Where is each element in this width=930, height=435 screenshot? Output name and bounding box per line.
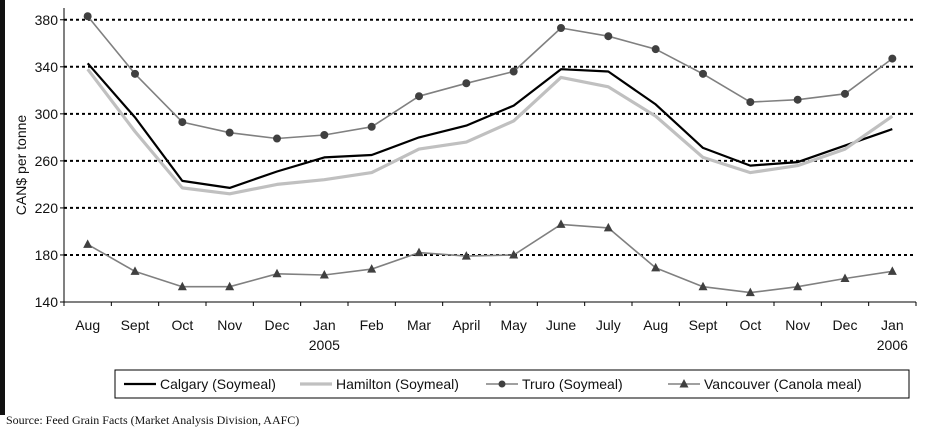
- data-point: [462, 79, 471, 88]
- data-point: [83, 12, 92, 21]
- data-point: [793, 95, 802, 104]
- series-0: [86, 62, 893, 189]
- data-point: [130, 266, 140, 275]
- left-border-bar: [0, 0, 5, 415]
- data-point: [367, 122, 376, 131]
- data-point: [699, 69, 707, 78]
- legend: Calgary (Soymeal) Hamilton (Soymeal) Truro…: [114, 369, 910, 399]
- data-point: [415, 92, 423, 101]
- x-tick-label: Mar: [407, 317, 431, 333]
- x-tick-label: Nov: [785, 317, 810, 333]
- y-tick-label: 380: [35, 12, 59, 28]
- data-point: [509, 249, 519, 259]
- data-point: [651, 262, 661, 272]
- y-tick-label: 180: [35, 247, 59, 263]
- x-year-label: 2005: [309, 337, 340, 353]
- y-tick-label: 260: [35, 153, 59, 169]
- data-point: [651, 45, 660, 54]
- y-axis-label: CAN$ per tonne: [13, 115, 29, 216]
- data-point: [698, 281, 708, 291]
- x-tick-label: Feb: [360, 317, 384, 333]
- y-tick-label: 140: [35, 294, 59, 310]
- data-point: [888, 54, 897, 63]
- axes: [60, 8, 917, 306]
- x-tick-label: Oct: [739, 317, 761, 333]
- data-point: [745, 287, 755, 297]
- data-point: [178, 118, 187, 127]
- legend-label: Hamilton (Soymeal): [336, 376, 459, 392]
- series-line: [86, 68, 894, 196]
- x-tick-label: Jan: [881, 317, 904, 333]
- data-point: [273, 134, 281, 143]
- data-point: [603, 222, 613, 232]
- legend-marker-3: [679, 379, 689, 388]
- series-2: [83, 12, 897, 143]
- x-tick-label: Aug: [643, 317, 668, 333]
- data-point: [604, 32, 613, 41]
- data-point: [746, 98, 755, 107]
- series-line: [86, 62, 893, 189]
- x-tick-label: Dec: [833, 317, 858, 333]
- legend-label: Truro (Soymeal): [522, 376, 623, 392]
- data-point: [793, 281, 803, 291]
- series-line: [87, 15, 893, 140]
- data-point: [887, 266, 897, 275]
- x-tick-label: Jan: [313, 317, 336, 333]
- series-3: [83, 219, 897, 297]
- tick-labels: 140 180 220 260 300 340 380 Aug Sept Oct Nov Dec Jan…: [35, 12, 908, 353]
- x-tick-label: Sept: [121, 317, 150, 333]
- y-tick-label: 300: [35, 106, 59, 122]
- data-point: [272, 268, 282, 278]
- x-tick-label: Dec: [265, 317, 290, 333]
- data-point: [414, 247, 424, 257]
- data-point: [557, 23, 565, 32]
- x-tick-label: Sept: [689, 317, 718, 333]
- series-layer: [83, 12, 897, 297]
- data-point: [367, 264, 377, 273]
- x-tick-label: June: [546, 317, 577, 333]
- x-tick-label: Nov: [217, 317, 242, 333]
- y-tick-label: 220: [35, 200, 59, 216]
- data-point: [840, 273, 850, 282]
- legend-label: Calgary (Soymeal): [160, 376, 276, 392]
- data-point: [556, 219, 566, 228]
- data-point: [83, 239, 93, 248]
- source-note: Source: Feed Grain Facts (Market Analysi…: [6, 413, 300, 427]
- legend-label: Vancouver (Canola meal): [704, 376, 862, 392]
- series-1: [86, 68, 894, 196]
- data-point: [225, 128, 234, 137]
- x-year-label: 2006: [877, 337, 908, 353]
- line-chart: 140 180 220 260 300 340 380 Aug Sept Oct Nov Dec Jan…: [13, 8, 917, 399]
- data-point: [320, 131, 329, 140]
- series-line: [87, 223, 893, 294]
- x-tick-label: May: [500, 317, 526, 333]
- x-tick-label: July: [596, 317, 621, 333]
- x-tick-label: Aug: [75, 317, 100, 333]
- data-point: [461, 251, 471, 260]
- data-point: [225, 281, 235, 291]
- data-point: [841, 89, 849, 98]
- x-tick-label: April: [452, 317, 480, 333]
- data-point: [131, 69, 139, 78]
- legend-marker-2: [498, 380, 506, 388]
- data-point: [509, 67, 518, 76]
- data-point: [319, 269, 329, 279]
- plot-area: [64, 8, 916, 302]
- x-tick-label: Oct: [171, 317, 193, 333]
- y-tick-label: 340: [35, 59, 59, 75]
- data-point: [177, 281, 187, 291]
